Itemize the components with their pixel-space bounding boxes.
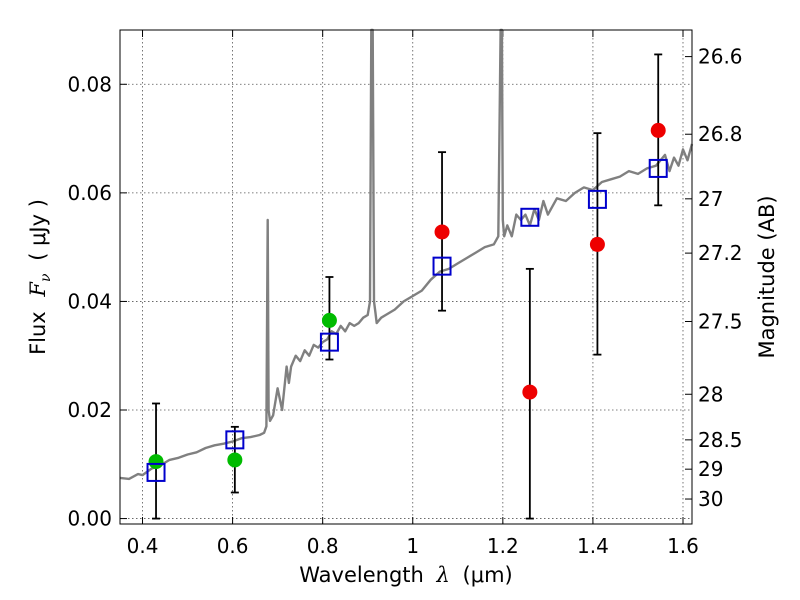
x-tick-label: 0.6 xyxy=(217,534,249,558)
y-tick-label: 0.08 xyxy=(67,72,112,96)
y2-tick-label: 26.6 xyxy=(698,45,743,69)
x-tick-label: 0.4 xyxy=(127,534,159,558)
plot-frame xyxy=(119,29,693,525)
x-tick-label: 0.8 xyxy=(307,534,339,558)
x-tick-labels: 0.4 0.6 0.8 1 1.2 1.4 1.6 xyxy=(127,534,699,558)
spectrum-line xyxy=(119,28,694,481)
y-tick-label: 0.02 xyxy=(67,398,112,422)
y-axis-title: Flux Fν ( μJy ) xyxy=(26,199,55,355)
green-data-point xyxy=(227,452,243,468)
red-data-point xyxy=(589,236,605,252)
y2-axis-title: Magnitude (AB) xyxy=(755,195,779,358)
x-tick-label: 1.4 xyxy=(577,534,609,558)
observed-points xyxy=(148,122,666,470)
y-tick-label: 0.04 xyxy=(67,289,112,313)
y2-tick-label: 28 xyxy=(698,382,723,406)
red-data-point xyxy=(650,122,666,138)
y2-tick-label: 26.8 xyxy=(698,122,743,146)
y2-tick-label: 30 xyxy=(698,487,723,511)
plot-area xyxy=(120,30,692,524)
y2-tick-label: 28.5 xyxy=(698,428,743,452)
y2-tick-labels: 26.6 26.8 27 27.2 27.5 28 28.5 29 30 xyxy=(698,45,743,511)
green-data-point xyxy=(321,312,337,328)
x-tick-label: 1 xyxy=(406,534,419,558)
x-tick-label: 1.6 xyxy=(667,534,699,558)
y-tick-label: 0.06 xyxy=(67,181,112,205)
x-tick-label: 1.2 xyxy=(487,534,519,558)
y-tick-labels: 0.00 0.02 0.04 0.06 0.08 xyxy=(67,72,112,530)
y2-tick-label: 27.2 xyxy=(698,241,743,265)
y2-tick-label: 27 xyxy=(698,187,723,211)
y-tick-label: 0.00 xyxy=(67,507,112,531)
model-photometry-points xyxy=(146,158,668,482)
x-axis-title: Wavelength λ (μm) xyxy=(299,563,512,587)
model-photometry-point xyxy=(225,430,245,450)
y2-tick-label: 29 xyxy=(698,457,723,481)
red-data-point xyxy=(522,384,538,400)
green-data-point xyxy=(148,454,164,470)
model-photometry-point xyxy=(520,207,540,227)
model-photometry-point xyxy=(319,332,339,352)
red-data-point xyxy=(434,224,450,240)
model-photometry-point xyxy=(587,189,607,209)
y2-tick-label: 27.5 xyxy=(698,310,743,334)
model-photometry-point xyxy=(648,158,668,178)
model-photometry-point xyxy=(432,256,452,276)
model-photometry-point xyxy=(146,462,166,482)
plot-content xyxy=(119,28,694,520)
